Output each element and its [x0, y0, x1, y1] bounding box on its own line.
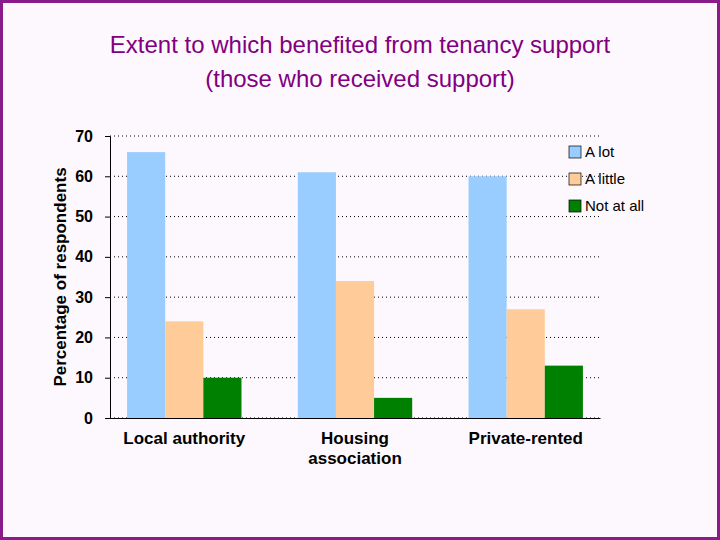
grid-line [110, 176, 600, 177]
y-tick-label: 60 [75, 168, 93, 185]
subtitle: (those who received support) [205, 65, 515, 92]
y-tick-mark [105, 378, 110, 379]
y-tick: 60 [75, 168, 110, 185]
y-axis-title: Percentage of respondents [51, 167, 70, 386]
x-tick: Housingassociation [308, 418, 402, 468]
legend-label: Not at all [585, 197, 644, 214]
legend: A lot A little Not at all [569, 143, 644, 214]
y-axis-line [105, 137, 111, 419]
x-axis-line [111, 418, 601, 419]
slide-frame: Extent to which benefited from tenancy s… [0, 0, 720, 540]
y-tick: 20 [75, 329, 110, 346]
x-tick-label: Housingassociation [308, 429, 402, 468]
legend-label: A lot [585, 143, 615, 160]
y-tick-label: 0 [84, 410, 93, 427]
chart: Extent to which benefited from tenancy s… [3, 3, 717, 537]
legend-item: A lot [569, 143, 615, 160]
y-tick-label: 10 [75, 369, 93, 386]
x-tick: Private-rented [469, 418, 583, 448]
y-tick-label: 20 [75, 329, 93, 346]
grid-line [110, 256, 600, 257]
grid-line [110, 216, 600, 217]
y-tick-mark [105, 136, 110, 137]
bar [298, 172, 336, 418]
bar [374, 398, 412, 418]
y-tick-mark [105, 337, 110, 338]
y-tick-mark [105, 297, 110, 298]
grid-line [110, 136, 600, 137]
x-tick-label-line: association [308, 449, 402, 468]
legend-item: A little [569, 170, 625, 187]
y-tick: 40 [75, 248, 110, 265]
y-tick-mark [105, 418, 110, 419]
y-tick-label: 40 [75, 248, 93, 265]
bar [545, 366, 583, 418]
legend-label: A little [585, 170, 625, 187]
y-tick: 10 [75, 369, 110, 386]
y-axis: 0 10 20 30 40 50 60 70 [75, 128, 110, 427]
bar [507, 309, 545, 418]
y-tick-label: 30 [75, 289, 93, 306]
bar [127, 152, 165, 418]
grid [110, 136, 600, 418]
y-tick: 30 [75, 289, 110, 306]
x-tick-label-line: Housing [321, 429, 389, 448]
legend-swatch [569, 200, 581, 212]
bar [336, 281, 374, 418]
y-tick-mark [105, 217, 110, 218]
y-tick-mark [105, 176, 110, 177]
bar [469, 176, 507, 418]
bar [165, 321, 203, 418]
x-tick-label: Local authority [123, 429, 245, 448]
x-tick: Local authority [123, 418, 245, 448]
title: Extent to which benefited from tenancy s… [110, 31, 611, 58]
legend-swatch [569, 173, 581, 185]
legend-swatch [569, 146, 581, 158]
y-tick-label: 50 [75, 208, 93, 225]
bar [203, 378, 241, 418]
x-axis: Local authority Housingassociation Private… [111, 418, 601, 468]
bars [127, 152, 583, 418]
y-tick: 0 [84, 410, 110, 427]
x-tick-label: Private-rented [469, 429, 583, 448]
legend-item: Not at all [569, 197, 644, 214]
y-tick: 50 [75, 208, 110, 225]
y-tick-label: 70 [75, 128, 93, 145]
y-tick: 70 [75, 128, 110, 145]
y-tick-mark [105, 257, 110, 258]
